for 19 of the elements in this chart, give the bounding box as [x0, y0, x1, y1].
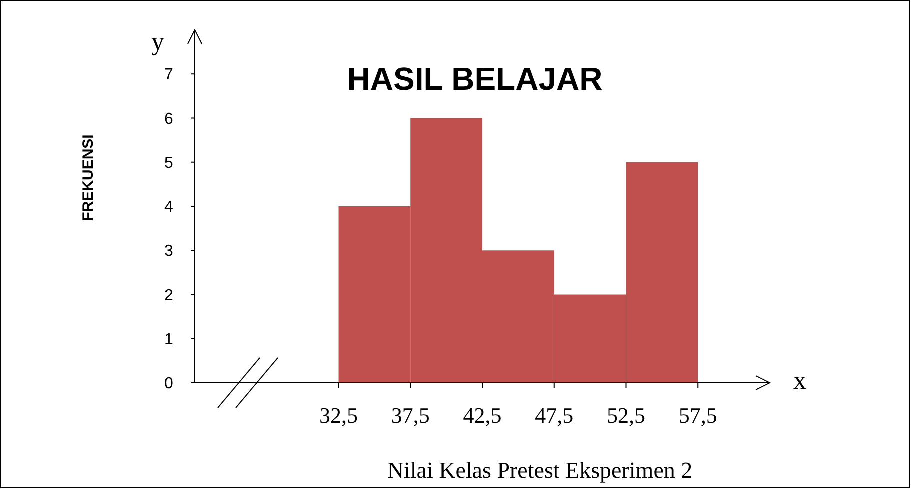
- y-tick-label: 5: [164, 154, 174, 172]
- x-tick-label: 37,5: [391, 403, 430, 428]
- y-tick-label: 2: [164, 287, 174, 304]
- x-tick-label: 32,5: [320, 403, 358, 428]
- x-tick-label: 57,5: [678, 403, 718, 428]
- text: HASIL BELAJAR: [347, 61, 603, 97]
- text: y: [152, 27, 164, 56]
- text: x: [794, 366, 806, 395]
- y-tick-label: 4: [164, 199, 174, 216]
- y-tick-label: 0: [164, 376, 174, 393]
- y-tick-label: 1: [164, 331, 174, 348]
- x-tick-label: 47,5: [535, 403, 574, 428]
- y-axis-title: FREKUENSI: [80, 134, 97, 222]
- y-tick-label: 3: [164, 243, 174, 260]
- x-axis-title: Nilai Kelas Pretest Eksperimen 2: [387, 458, 693, 483]
- y-tick-label: 7: [164, 66, 174, 84]
- x-tick-label: 42,5: [463, 403, 502, 428]
- y-tick-label: 6: [164, 110, 174, 128]
- x-tick-label: 52,5: [607, 403, 646, 428]
